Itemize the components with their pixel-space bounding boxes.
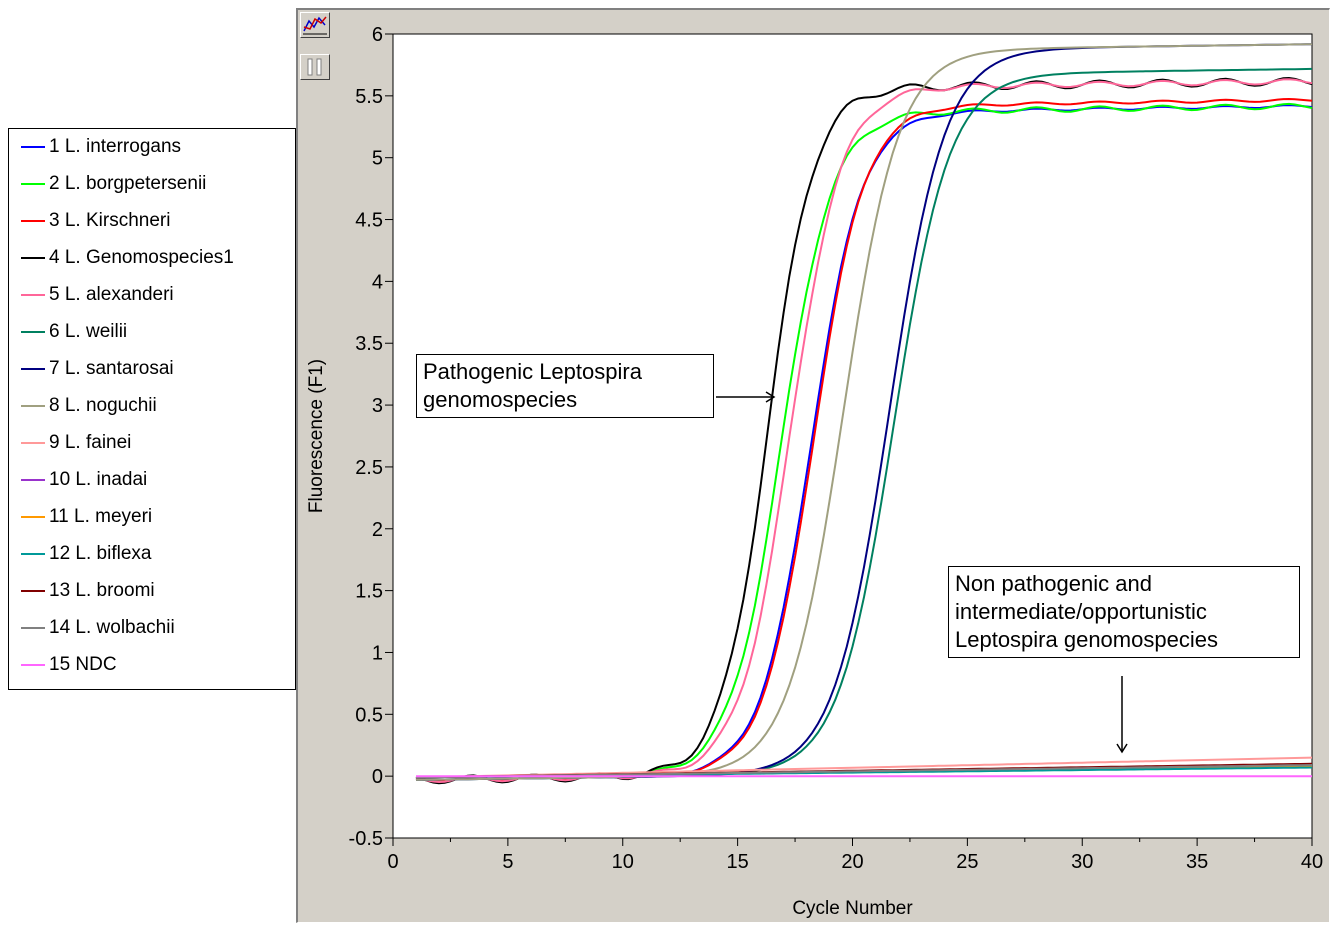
annotation-pathogenic: Pathogenic Leptospira genomospecies [416,354,714,418]
legend-item: 10 L. inadai [9,462,295,499]
legend-swatch [21,183,45,185]
legend-item: 9 L. fainei [9,425,295,462]
x-tick-label: 40 [1301,851,1323,873]
legend-label: 9 L. fainei [49,432,132,453]
annotation-line: Pathogenic Leptospira [423,359,642,384]
legend-label: 7 L. santarosai [49,358,174,379]
legend-swatch [21,405,45,407]
chart-view-button[interactable] [300,12,330,38]
x-tick-label: 10 [612,851,634,873]
legend-item: 5 L. alexanderi [9,277,295,314]
bar-view-button[interactable] [300,54,330,80]
y-tick-label: 2.5 [355,457,383,479]
chart-legend: 1 L. interrogans 2 L. borgpetersenii 3 L. … [8,128,296,690]
legend-label: 1 L. interrogans [49,136,182,157]
y-tick-label: 3 [372,395,383,417]
y-tick-label: 4.5 [355,210,383,232]
x-tick-label: 15 [727,851,749,873]
legend-item: 1 L. interrogans [9,129,295,166]
series-line-4 [415,76,1313,785]
legend-label: 8 L. noguchii [49,395,157,416]
x-tick-label: 30 [1071,851,1093,873]
legend-swatch [21,590,45,592]
legend-swatch [21,146,45,148]
legend-label: 15 NDC [49,654,117,675]
legend-swatch [21,553,45,555]
arrow-head [1116,743,1128,754]
plot-area [392,33,1313,839]
legend-item: 4 L. Genomospecies1 [9,240,295,277]
line-chart-icon [303,16,327,35]
legend-item: 12 L. biflexa [9,536,295,573]
legend-item: 15 NDC [9,647,295,684]
x-axis-title: Cycle Number [792,898,913,919]
legend-item: 3 L. Kirschneri [9,203,295,240]
x-tick-label: 35 [1186,851,1208,873]
legend-label: 11 L. meyeri [49,506,153,527]
legend-item: 8 L. noguchii [9,388,295,425]
legend-label: 5 L. alexanderi [49,284,174,305]
legend-label: 3 L. Kirschneri [49,210,171,231]
legend-item: 13 L. broomi [9,573,295,610]
y-tick-label: 6 [372,24,383,46]
legend-label: 14 L. wolbachii [49,617,175,638]
legend-swatch [21,627,45,629]
legend-swatch [21,257,45,259]
legend-swatch [21,294,45,296]
legend-label: 6 L. weilii [49,321,128,342]
annotation-line: genomospecies [423,387,578,412]
y-tick-label: 5 [372,148,383,170]
legend-item: 7 L. santarosai [9,351,295,388]
y-tick-label: 0.5 [355,704,383,726]
series-line-8 [415,43,1313,781]
legend-item: 11 L. meyeri [9,499,295,536]
legend-swatch [21,516,45,518]
y-tick-label: 5.5 [355,86,383,108]
arrow-head [765,391,776,403]
y-tick-label: 4 [372,271,383,293]
y-tick-label: -0.5 [349,828,383,850]
y-tick-label: 1.5 [355,581,383,603]
legend-swatch [21,442,45,444]
legend-item: 6 L. weilii [9,314,295,351]
x-tick-label: 25 [956,851,978,873]
legend-swatch [21,331,45,333]
legend-label: 13 L. broomi [49,580,155,601]
legend-swatch [21,368,45,370]
y-tick-label: 0 [372,766,383,788]
x-tick-label: 20 [841,851,863,873]
columns-icon [307,58,322,76]
y-tick-label: 1 [372,642,383,664]
x-tick-label: 5 [502,851,513,873]
annotation-line: Non pathogenic and [955,571,1152,596]
legend-item: 2 L. borgpetersenii [9,166,295,203]
annotation-nonpathogenic: Non pathogenic and intermediate/opportun… [948,566,1300,658]
series-line-5 [415,78,1313,784]
legend-swatch [21,220,45,222]
legend-swatch [21,664,45,666]
series-line-3 [415,97,1313,782]
y-tick-label: 3.5 [355,333,383,355]
legend-label: 2 L. borgpetersenii [49,173,207,194]
legend-label: 12 L. biflexa [49,543,152,564]
y-axis-title: Fluorescence (F1) [306,359,327,513]
x-tick-label: 0 [387,851,398,873]
annotation-line: intermediate/opportunistic [955,599,1207,624]
legend-label: 10 L. inadai [49,469,148,490]
y-tick-label: 2 [372,519,383,541]
legend-item: 14 L. wolbachii [9,610,295,647]
annotation-line: Leptospira genomospecies [955,627,1218,652]
legend-swatch [21,479,45,481]
legend-label: 4 L. Genomospecies1 [49,247,234,268]
